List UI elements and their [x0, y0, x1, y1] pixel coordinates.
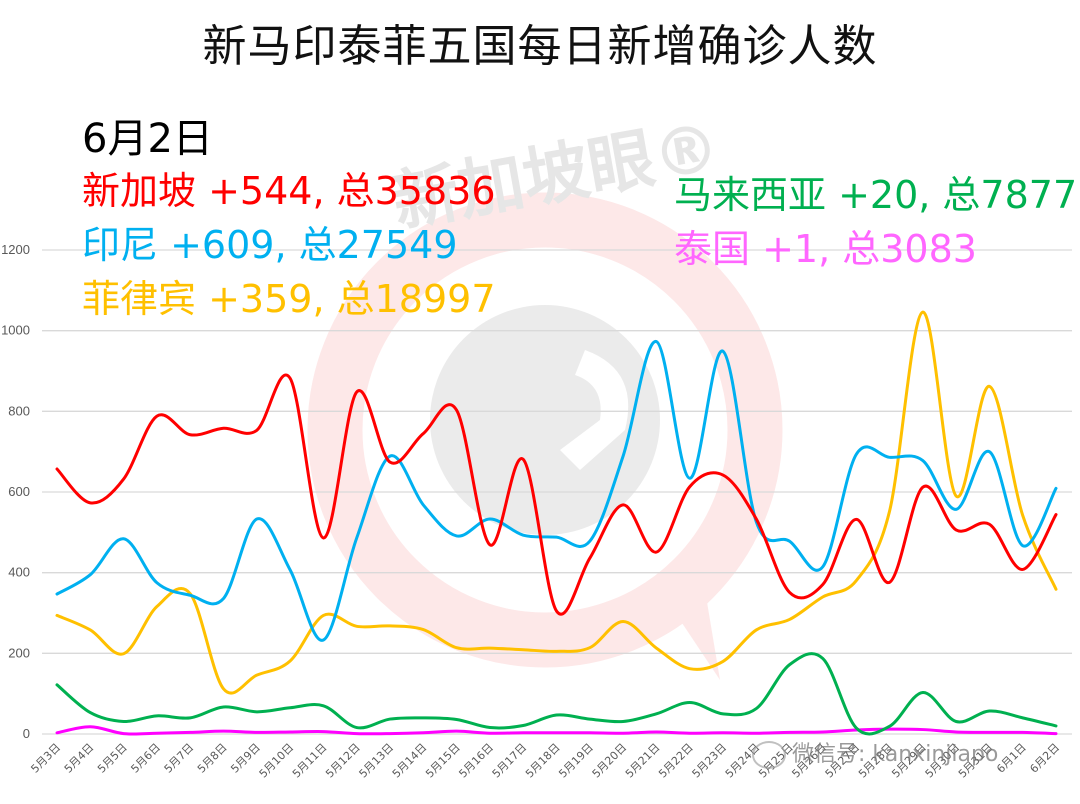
- legend-singapore: 新加坡 +544, 总35836: [82, 169, 496, 213]
- legend-indonesia: 印尼 +609, 总27549: [82, 223, 458, 267]
- x-tick-label: 5月7日: [162, 741, 197, 776]
- y-tick-label: 0: [23, 726, 30, 741]
- x-tick-label: 5月6日: [128, 741, 163, 776]
- x-tick-label: 5月10日: [257, 741, 297, 781]
- x-tick-label: 5月18日: [523, 741, 563, 781]
- x-tick-label: 5月3日: [28, 741, 63, 776]
- x-tick-label: 5月17日: [490, 741, 530, 781]
- x-tick-label: 5月20日: [590, 741, 630, 781]
- y-tick-label: 200: [8, 645, 30, 660]
- series-line-singapore: [55, 373, 1058, 616]
- x-tick-label: 5月4日: [62, 741, 97, 776]
- legend-thailand: 泰国 +1, 总3083: [674, 227, 977, 271]
- x-tick-label: 5月16日: [456, 741, 496, 781]
- series-lines: [55, 310, 1058, 736]
- chart-title: 新马印泰菲五国每日新增确诊人数: [202, 21, 878, 72]
- wechat-id-text: 微信号: kanxinjiapo: [792, 742, 999, 767]
- wechat-icon: [752, 741, 786, 769]
- series-line-indonesia: [55, 340, 1058, 642]
- series-line-thailand: [55, 725, 1058, 736]
- x-tick-label: 6月1日: [994, 741, 1029, 776]
- series-line-philippines: [55, 310, 1058, 695]
- x-tick-label: 5月23日: [690, 741, 730, 781]
- y-tick-label: 1200: [1, 242, 30, 257]
- x-tick-label: 5月21日: [623, 741, 663, 781]
- grid-lines: [42, 249, 1072, 735]
- y-axis: 0 200 400 600 800 1000 1200: [1, 242, 30, 741]
- y-tick-label: 800: [8, 403, 30, 418]
- y-tick-label: 400: [8, 565, 30, 580]
- x-tick-label: 5月5日: [95, 741, 130, 776]
- legend-philippines: 菲律宾 +359, 总18997: [82, 277, 496, 321]
- x-tick-label: 5月22日: [656, 741, 696, 781]
- x-tick-label: 5月13日: [357, 741, 397, 781]
- x-tick-label: 5月11日: [290, 741, 330, 781]
- x-tick-label: 6月2日: [1027, 741, 1062, 776]
- y-tick-label: 600: [8, 484, 30, 499]
- x-tick-label: 5月19日: [556, 741, 596, 781]
- x-tick-label: 5月8日: [195, 741, 230, 776]
- wechat-watermark: 微信号: kanxinjiapo: [752, 736, 998, 769]
- legend-malaysia: 马来西亚 +20, 总7877: [674, 173, 1078, 217]
- series-line-malaysia: [55, 652, 1058, 736]
- date-label: 6月2日: [82, 116, 213, 162]
- y-tick-label: 1000: [1, 323, 30, 338]
- x-tick-label: 5月14日: [390, 741, 430, 781]
- x-tick-label: 5月12日: [323, 741, 363, 781]
- x-tick-label: 5月15日: [423, 741, 463, 781]
